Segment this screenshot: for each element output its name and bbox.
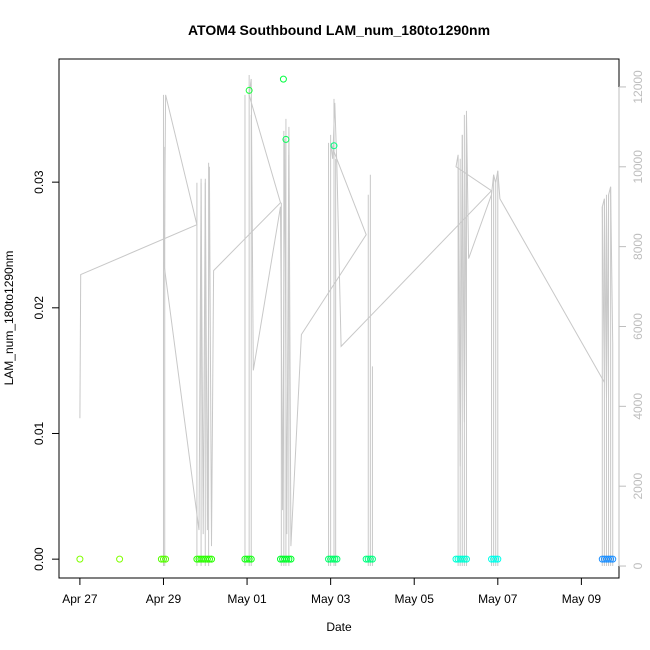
y2-tick-label: 12000 [631,70,645,104]
scatter-point [458,555,466,563]
scatter-point [205,555,213,563]
x-tick-label: May 01 [227,592,267,606]
y-tick-label: 0.00 [32,547,46,571]
x-tick-label: Apr 27 [62,592,98,606]
scatter-point [494,555,502,563]
scatter-point [490,555,498,563]
scatter-point [333,555,341,563]
scatter-point [492,555,500,563]
scatter-point [605,555,613,563]
scatter-point [331,555,339,563]
x-axis-label: Date [326,620,352,634]
scatter-point [162,555,170,563]
scatter-point [287,555,295,563]
scatter-point [203,555,211,563]
series-line-layer [79,74,614,567]
x-axis: Apr 27 Apr 29 May 01 May 03 May 05 May 07 May … [62,577,602,606]
scatter-point [462,555,470,563]
scatter-point [76,555,84,563]
x-tick-label: May 03 [311,592,351,606]
scatter-point [330,142,338,150]
scatter-point [282,135,290,143]
y-tick-label: 0.01 [32,421,46,445]
y2-tick-label: 6000 [631,313,645,340]
scatter-point [609,555,617,563]
chart-title: ATOM4 Southbound LAM_num_180to1290nm [188,22,490,38]
scatter-point [329,555,337,563]
scatter-point [607,555,615,563]
scatter-point [245,555,253,563]
y2-tick-label: 10000 [631,150,645,184]
y-axis-right: 0 2000 4000 6000 8000 10000 12000 [618,70,645,569]
y2-tick-label: 0 [631,562,645,569]
scatter-point [243,555,251,563]
scatter-point [368,555,376,563]
series-line [79,78,614,547]
scatter-point [159,555,167,563]
scatter-point [116,555,124,563]
scatter-point [208,555,216,563]
x-tick-label: May 05 [395,592,435,606]
y-tick-label: 0.02 [32,296,46,320]
scatter-point [279,75,287,83]
scatter-points-layer [76,75,617,563]
scatter-point [157,555,165,563]
x-tick-label: May 07 [478,592,518,606]
y-axis-label: LAM_num_180to1290nm [2,251,16,386]
scatter-point [285,555,293,563]
y2-tick-label: 2000 [631,473,645,500]
scatter-point [283,555,291,563]
scatter-point [460,555,468,563]
y-axis-left: 0.00 0.01 0.02 0.03 [32,170,60,571]
y-tick-label: 0.03 [32,170,46,194]
scatter-point [245,86,253,94]
plot-frame [58,58,620,579]
y2-tick-label: 4000 [631,393,645,420]
x-tick-label: Apr 29 [146,592,182,606]
scatter-point [366,555,374,563]
scatter-point [247,555,255,563]
scatter-point [364,555,372,563]
x-tick-label: May 09 [562,592,602,606]
y2-tick-label: 8000 [631,233,645,260]
